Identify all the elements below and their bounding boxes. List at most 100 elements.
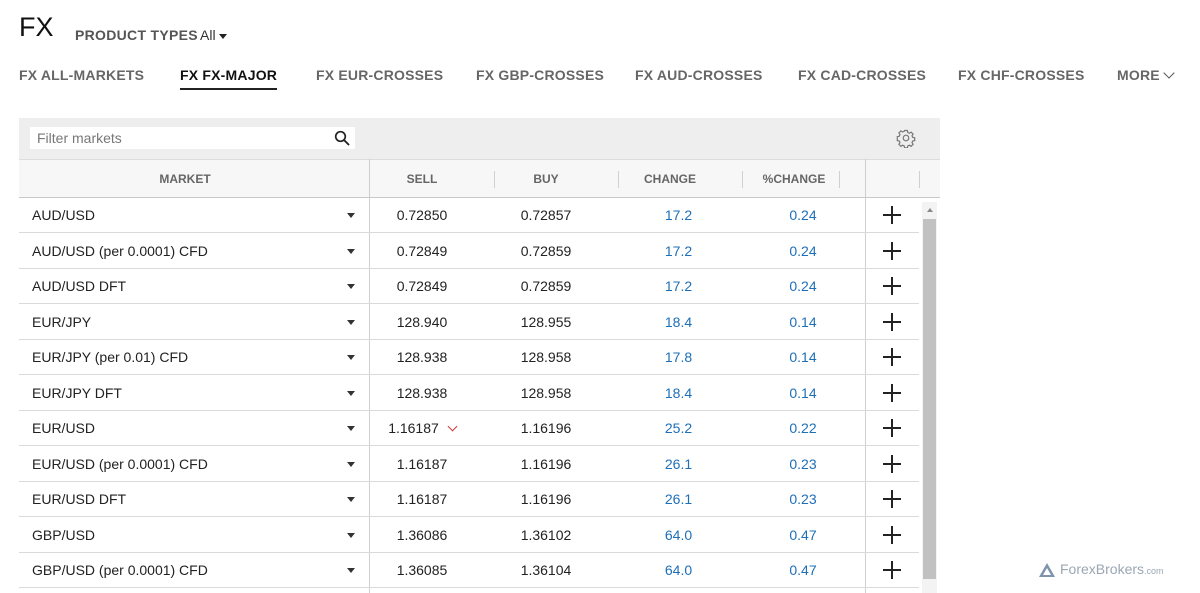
vertical-scrollbar[interactable] [922,202,937,593]
buy-price[interactable]: 1.16196 [520,420,572,436]
tab-fx-cad-crosses[interactable]: FX CAD-CROSSES [798,67,927,83]
sell-price[interactable]: 128.938 [370,376,474,411]
table-row[interactable]: AUD/USD (per 0.0001) CFD 0.72849 0.72859 17… [19,234,919,269]
table-row[interactable]: EUR/JPY (per 0.01) CFD 128.938 128.958 17.8… [19,340,919,375]
tab-fx-eur-crosses[interactable]: FX EUR-CROSSES [316,67,444,83]
table-row[interactable]: AUD/USD DFT 0.72849 0.72859 17.2 0.24 [19,269,919,304]
row-dropdown-icon[interactable] [347,532,355,538]
tab-fx-all-markets[interactable]: FX ALL-MARKETS [19,67,145,83]
market-name: EUR/USD DFT [32,491,127,507]
sell-price[interactable]: 1.16187 [370,411,474,446]
table-row[interactable]: EUR/USD DFT 1.16187 1.16196 26.1 0.23 [19,482,919,517]
table-row[interactable]: AUD/USD 0.72850 0.72857 17.2 0.24 [19,198,919,233]
row-dropdown-icon[interactable] [347,248,355,254]
buy-price[interactable]: 1.36104 [520,562,572,578]
markets-panel: MARKET SELL BUY CHANGE %CHANGE AUD/USD 0.… [19,118,940,593]
sell-price-value: 1.36086 [396,526,448,543]
tab-more[interactable]: MORE [1117,67,1175,88]
buy-price[interactable]: 128.955 [520,313,572,330]
pct-change-value: 0.47 [789,526,817,543]
row-dropdown-icon[interactable] [347,497,355,502]
table-row[interactable]: EUR/USD (per 0.0001) CFD 1.16187 1.16196 26… [19,447,919,482]
add-market-icon[interactable] [883,312,901,331]
sell-price-value: 1.16187 [396,491,448,507]
header-divider [494,171,495,188]
market-tabs: FX ALL-MARKETS FX FX-MAJOR FX EUR-CROSSE… [0,67,1200,97]
price-down-icon [447,421,458,432]
column-header-sell[interactable]: SELL [406,172,438,186]
row-dropdown-icon[interactable] [347,426,355,431]
sell-price[interactable]: 1.16187 [370,482,474,517]
add-market-icon[interactable] [883,241,901,260]
row-dropdown-icon[interactable] [347,284,355,289]
sell-price[interactable]: 1.36086 [370,518,474,553]
row-dropdown-icon[interactable] [347,390,355,396]
scroll-up-arrow-icon[interactable] [927,208,933,212]
tab-fx-chf-crosses[interactable]: FX CHF-CROSSES [958,67,1085,83]
buy-price[interactable]: 0.72859 [520,278,572,294]
product-types-label: PRODUCT TYPES [75,27,198,43]
add-market-icon[interactable] [883,454,901,473]
pct-change-value: 0.24 [789,278,817,294]
scrollbar-thumb[interactable] [923,219,936,579]
add-market-icon[interactable] [883,277,901,295]
market-name: EUR/JPY [32,313,92,330]
add-market-icon[interactable] [883,561,901,579]
table-row[interactable]: EUR/JPY DFT 128.938 128.958 18.4 0.14 [19,376,919,411]
column-header-change[interactable]: CHANGE [643,172,696,186]
gear-icon[interactable] [896,128,916,148]
column-header-buy[interactable]: BUY [533,172,559,186]
page-title: FX [19,12,54,42]
sell-price[interactable]: 128.938 [370,340,474,375]
pct-change-value: 0.23 [789,455,817,472]
row-dropdown-icon[interactable] [347,319,355,325]
table-row[interactable]: GBP/USD 1.36086 1.36102 64.0 0.47 [19,518,919,553]
tab-fx-aud-crosses[interactable]: FX AUD-CROSSES [635,67,763,83]
sell-price-value: 1.36085 [396,562,448,578]
buy-price[interactable]: 1.16196 [520,455,572,472]
sell-price[interactable]: 0.72849 [370,234,474,269]
sell-price[interactable]: 1.36085 [370,553,474,588]
table-row[interactable]: EUR/JPY 128.940 128.955 18.4 0.14 [19,305,919,340]
add-market-icon[interactable] [883,348,901,366]
column-header-pct-change[interactable]: %CHANGE [762,172,826,186]
filter-markets-input[interactable] [30,127,355,149]
add-market-icon[interactable] [883,419,901,437]
search-icon[interactable] [334,130,350,146]
row-dropdown-icon[interactable] [347,355,355,360]
sell-price[interactable]: 128.940 [370,305,474,340]
market-name: EUR/JPY (per 0.01) CFD [32,349,189,365]
sell-price[interactable]: 1.16187 [370,447,474,482]
column-header-market[interactable]: MARKET [159,172,211,186]
product-types-dropdown[interactable]: All [200,27,227,43]
row-dropdown-icon[interactable] [347,568,355,573]
change-value: 64.0 [664,526,693,543]
tab-fx-gbp-crosses[interactable]: FX GBP-CROSSES [476,67,605,83]
buy-price[interactable]: 128.958 [520,384,572,401]
add-market-icon[interactable] [883,206,901,224]
sell-price[interactable]: 0.72849 [370,269,474,304]
buy-price[interactable]: 128.958 [520,349,572,365]
table-row[interactable]: EUR/USD 1.16187 1.16196 25.2 0.22 [19,411,919,446]
sell-price[interactable]: 0.72850 [370,198,474,233]
pct-change-value: 0.24 [789,242,817,259]
chevron-down-icon [1163,67,1175,79]
row-dropdown-icon[interactable] [347,461,355,467]
table-row[interactable]: GBP/USD (per 0.0001) CFD 1.36085 1.36104 64… [19,553,919,588]
caret-down-icon [218,33,227,39]
buy-price[interactable]: 0.72859 [520,242,572,259]
product-types-value: All [200,27,216,43]
buy-price[interactable]: 1.16196 [520,491,572,507]
market-name: EUR/USD (per 0.0001) CFD [32,455,208,472]
add-market-icon[interactable] [883,525,901,544]
watermark-logo-icon [1039,563,1055,578]
buy-price[interactable]: 1.36102 [520,526,572,543]
add-market-icon[interactable] [883,490,901,508]
row-dropdown-icon[interactable] [347,213,355,218]
tab-fx-fx-major[interactable]: FX FX-MAJOR [180,67,278,90]
buy-price[interactable]: 0.72857 [520,207,572,223]
pct-change-value: 0.14 [789,384,817,401]
market-name: GBP/USD [32,526,96,543]
add-market-icon[interactable] [883,383,901,402]
change-value: 17.2 [664,242,693,259]
